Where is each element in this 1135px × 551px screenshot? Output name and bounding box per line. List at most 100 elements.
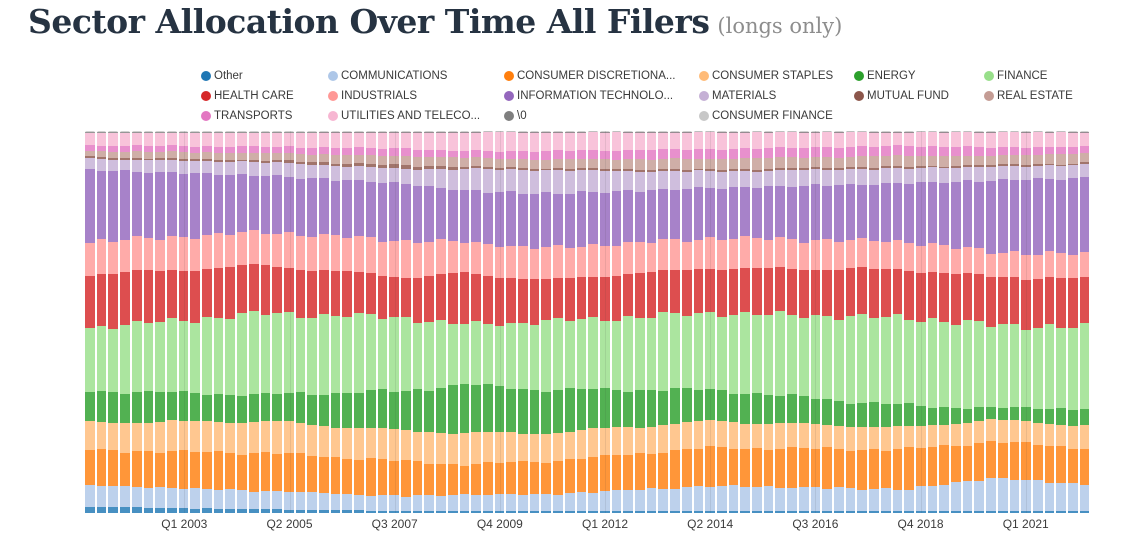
bar-column[interactable] <box>775 131 786 513</box>
bar-column[interactable] <box>1032 131 1043 513</box>
bar-column[interactable] <box>541 131 552 513</box>
bar-column[interactable] <box>951 131 961 513</box>
bar-column[interactable] <box>962 131 973 513</box>
bar-column[interactable] <box>283 131 294 513</box>
bar-column[interactable] <box>319 131 329 513</box>
bar-column[interactable] <box>752 131 762 513</box>
bar-column[interactable] <box>1009 131 1020 513</box>
bar-column[interactable] <box>248 131 259 513</box>
legend-item[interactable]: TRANSPORTS <box>201 110 328 122</box>
bar-column[interactable] <box>904 131 914 513</box>
legend-item[interactable]: INFORMATION TECHNOLO... <box>504 90 699 102</box>
bar-column[interactable] <box>143 131 154 513</box>
bar-column[interactable] <box>576 131 587 513</box>
bar-column[interactable] <box>670 131 680 513</box>
bar-column[interactable] <box>459 131 470 513</box>
bar-column[interactable] <box>880 131 891 513</box>
legend-item[interactable]: COMMUNICATIONS <box>328 70 504 82</box>
bar-column[interactable] <box>342 131 353 513</box>
bar-column[interactable] <box>658 131 669 513</box>
bar-column[interactable] <box>166 131 177 513</box>
bar-column[interactable] <box>1079 131 1090 513</box>
legend-item[interactable]: Other <box>201 70 328 82</box>
bar-column[interactable] <box>646 131 657 513</box>
bar-column[interactable] <box>330 131 341 513</box>
bar-column[interactable] <box>787 131 797 513</box>
bar-column[interactable] <box>834 131 844 513</box>
bar-column[interactable] <box>927 131 938 513</box>
bar-column[interactable] <box>412 131 423 513</box>
bar-column[interactable] <box>728 131 739 513</box>
bar-column[interactable] <box>131 131 142 513</box>
bar-column[interactable] <box>1056 131 1067 513</box>
bar-column[interactable] <box>365 131 376 513</box>
legend-item[interactable]: CONSUMER FINANCE <box>699 110 854 122</box>
bar-column[interactable] <box>155 131 165 513</box>
bar-column[interactable] <box>599 131 610 513</box>
bar-column[interactable] <box>260 131 271 513</box>
bar-column[interactable] <box>740 131 751 513</box>
bar-column[interactable] <box>295 131 306 513</box>
bar-column[interactable] <box>845 131 856 513</box>
bar-column[interactable] <box>190 131 201 513</box>
bar-column[interactable] <box>892 131 903 513</box>
bar-column[interactable] <box>681 131 692 513</box>
bar-column[interactable] <box>202 131 212 513</box>
bar-column[interactable] <box>857 131 868 513</box>
legend-item[interactable]: INDUSTRIALS <box>328 90 504 102</box>
legend-item[interactable]: MUTUAL FUND <box>854 90 984 102</box>
bar-column[interactable] <box>635 131 645 513</box>
bar-column[interactable] <box>1044 131 1055 513</box>
bar-column[interactable] <box>471 131 481 513</box>
bar-column[interactable] <box>237 131 247 513</box>
bar-column[interactable] <box>225 131 236 513</box>
bar-column[interactable] <box>494 131 505 513</box>
bar-column[interactable] <box>623 131 634 513</box>
legend-item[interactable]: \0 <box>504 110 699 122</box>
bar-column[interactable] <box>120 131 130 513</box>
bar-column[interactable] <box>611 131 622 513</box>
bar-column[interactable] <box>400 131 411 513</box>
bar-column[interactable] <box>939 131 950 513</box>
bar-column[interactable] <box>693 131 704 513</box>
bar-column[interactable] <box>389 131 399 513</box>
bar-column[interactable] <box>354 131 364 513</box>
bar-column[interactable] <box>763 131 774 513</box>
legend-item[interactable]: REAL ESTATE <box>984 90 1135 102</box>
legend-item[interactable]: CONSUMER STAPLES <box>699 70 854 82</box>
legend-item[interactable]: MATERIALS <box>699 90 854 102</box>
bar-column[interactable] <box>564 131 575 513</box>
legend-item[interactable]: ENERGY <box>854 70 984 82</box>
legend-item[interactable]: CONSUMER DISCRETIONA... <box>504 70 699 82</box>
bar-column[interactable] <box>108 131 119 513</box>
bar-column[interactable] <box>529 131 540 513</box>
legend-item[interactable]: FINANCE <box>984 70 1135 82</box>
bar-column[interactable] <box>705 131 715 513</box>
bar-column[interactable] <box>213 131 224 513</box>
bar-column[interactable] <box>822 131 832 513</box>
bar-column[interactable] <box>178 131 189 513</box>
bar-column[interactable] <box>974 131 985 513</box>
bar-column[interactable] <box>798 131 809 513</box>
bar-column[interactable] <box>447 131 458 513</box>
bar-column[interactable] <box>1068 131 1078 513</box>
bar-column[interactable] <box>436 131 446 513</box>
bar-column[interactable] <box>272 131 282 513</box>
bar-column[interactable] <box>997 131 1008 513</box>
bar-column[interactable] <box>307 131 318 513</box>
bar-column[interactable] <box>518 131 528 513</box>
bar-column[interactable] <box>424 131 435 513</box>
bar-column[interactable] <box>96 131 107 513</box>
bar-column[interactable] <box>506 131 517 513</box>
bar-column[interactable] <box>810 131 821 513</box>
bar-column[interactable] <box>377 131 388 513</box>
legend-item[interactable]: HEALTH CARE <box>201 90 328 102</box>
bar-column[interactable] <box>553 131 563 513</box>
bar-column[interactable] <box>85 131 95 513</box>
bar-column[interactable] <box>869 131 879 513</box>
bar-column[interactable] <box>716 131 727 513</box>
bar-column[interactable] <box>915 131 926 513</box>
bar-column[interactable] <box>482 131 493 513</box>
bar-column[interactable] <box>1021 131 1031 513</box>
bar-column[interactable] <box>986 131 996 513</box>
